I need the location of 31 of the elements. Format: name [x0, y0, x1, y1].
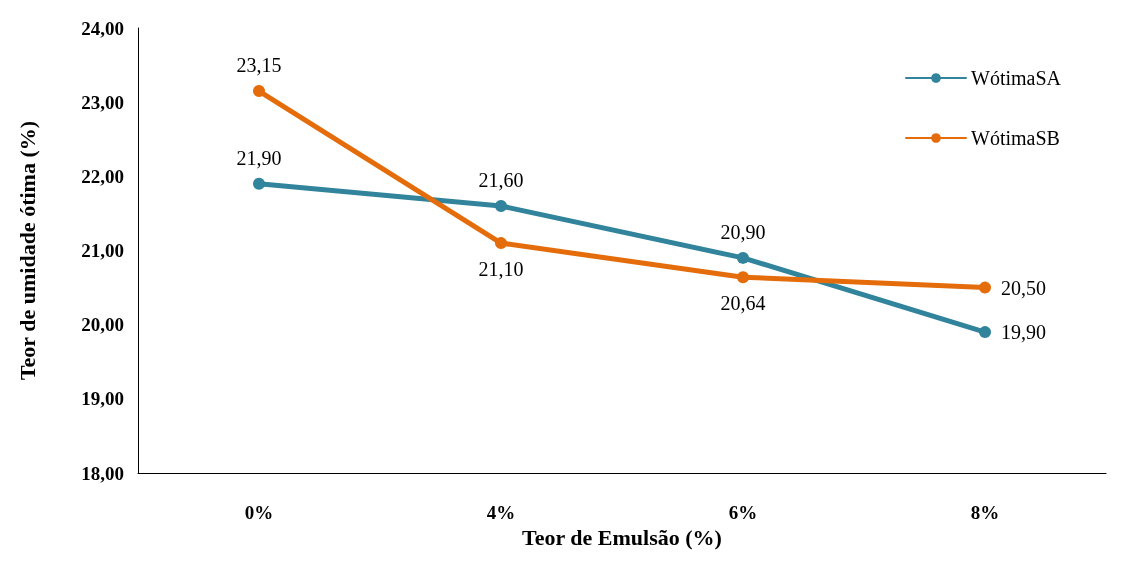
data-label: 21,10: [478, 258, 524, 281]
point: [737, 251, 749, 264]
y-tick-label: 22,00: [81, 165, 124, 187]
data-label: 20,50: [1001, 276, 1046, 299]
data-label: 20,90: [720, 220, 766, 243]
point: [495, 237, 507, 250]
data-label: 21,90: [236, 146, 282, 169]
x-tick-label: 8%: [970, 502, 1000, 523]
x-axis-title: Teor de Emulsão (%): [522, 525, 722, 551]
data-label: 19,90: [1001, 321, 1046, 344]
legend-label: WótimaSA: [971, 67, 1062, 89]
data-label: 23,15: [236, 54, 282, 77]
x-tick-label: 4%: [486, 502, 516, 523]
legend-label: WótimaSB: [971, 127, 1060, 149]
point: [979, 281, 991, 294]
y-tick-label: 21,00: [81, 240, 124, 261]
point: [253, 177, 265, 190]
data-label: 20,64: [720, 292, 766, 315]
point: [737, 271, 749, 284]
point: [253, 85, 265, 98]
y-tick-label: 23,00: [81, 91, 124, 113]
data-label: 21,60: [478, 169, 524, 191]
y-tick-label: 24,00: [81, 17, 124, 39]
x-tick-label: 0%: [244, 502, 274, 523]
y-tick-label: 20,00: [81, 314, 124, 336]
x-tick-label: 6%: [728, 502, 758, 523]
y-tick-label: 18,00: [81, 462, 124, 484]
y-axis-title: Teor de umidade ótima (%): [14, 120, 40, 381]
point: [979, 326, 991, 339]
point: [495, 200, 507, 212]
y-tick-label: 19,00: [81, 388, 124, 410]
